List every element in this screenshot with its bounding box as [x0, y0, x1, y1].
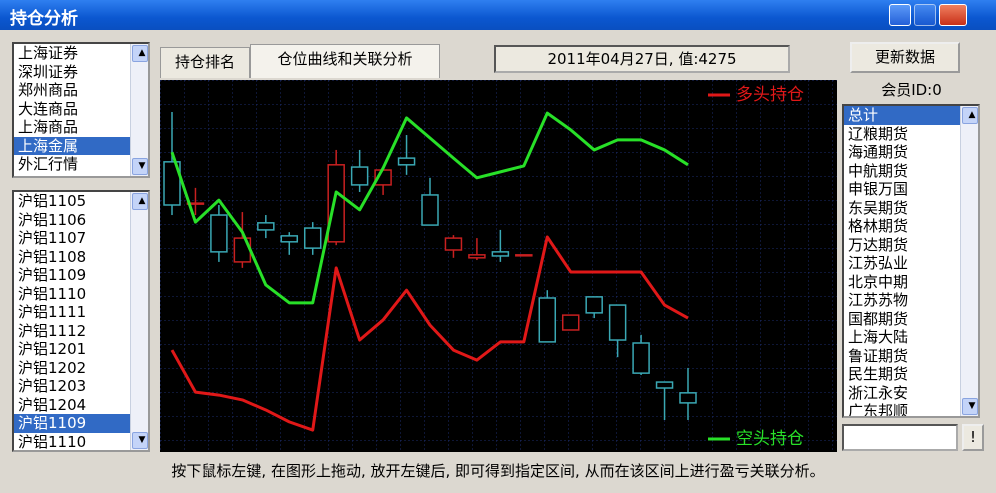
- scroll-down[interactable]: ▼: [962, 398, 978, 415]
- tab[interactable]: 持仓排名: [160, 47, 250, 78]
- tab[interactable]: 仓位曲线和关联分析: [250, 44, 440, 78]
- window-title: 持仓分析: [10, 9, 78, 29]
- list-item[interactable]: 郑州商品: [18, 81, 79, 99]
- candle-body: [444, 237, 463, 251]
- list-item[interactable]: 沪铝1105: [18, 192, 87, 210]
- candle-body: [280, 235, 299, 243]
- refresh-button[interactable]: 更新数据: [850, 42, 960, 73]
- list-item[interactable]: 大连商品: [18, 99, 79, 118]
- candle-body: [350, 166, 369, 186]
- candle-body: [186, 202, 205, 205]
- member-input[interactable]: [842, 424, 958, 451]
- list-item[interactable]: 上海证券: [18, 44, 79, 62]
- candle-body: [257, 222, 275, 231]
- candle-body: [421, 194, 439, 226]
- member-label: 会员ID:0: [881, 81, 942, 99]
- list-item[interactable]: 北京中期: [848, 272, 909, 291]
- grid: [160, 80, 837, 452]
- status-box: 2011年04月27日, 值:4275: [494, 45, 790, 73]
- candle-body: [303, 227, 322, 249]
- list-item[interactable]: 上海商品: [18, 118, 79, 136]
- close-button[interactable]: [939, 4, 967, 26]
- list-item[interactable]: 沪铝1204: [18, 395, 87, 414]
- list-item[interactable]: 辽粮期货: [848, 124, 909, 143]
- list-item[interactable]: 上海金属: [14, 136, 148, 155]
- list-item[interactable]: 海通期货: [848, 143, 909, 161]
- candle-body: [608, 304, 627, 341]
- candle-body: [515, 254, 533, 257]
- list-item[interactable]: 沪铝1107: [18, 229, 87, 247]
- list-item[interactable]: 沪铝1112: [18, 321, 87, 340]
- candle-body: [163, 161, 181, 206]
- list-item[interactable]: 沪铝1201: [18, 340, 87, 358]
- list-item[interactable]: 中航期货: [848, 161, 909, 180]
- list-item[interactable]: 深圳证券: [18, 62, 79, 81]
- list-item[interactable]: 格林期货: [848, 217, 909, 235]
- list-item[interactable]: 浙江永安: [848, 383, 909, 402]
- candle-body: [679, 392, 697, 404]
- candle-body: [561, 314, 580, 331]
- list-item[interactable]: 江苏弘业: [848, 254, 909, 272]
- member-list[interactable]: 总计 辽粮期货 海通期货 中航期货 申银万国 东吴期货 格林期货 万达期货 江苏弘业 北京中期 江苏…: [842, 104, 980, 418]
- legend-label: 多头持仓: [736, 85, 804, 105]
- scrollbar[interactable]: ▲ ▼: [130, 44, 148, 176]
- list-item[interactable]: 沪铝1109: [18, 266, 87, 284]
- list-item[interactable]: 沪铝1111: [18, 303, 87, 321]
- list-item[interactable]: 国都期货: [848, 309, 909, 328]
- candle-body: [585, 296, 603, 314]
- contract-list[interactable]: 沪铝1105 沪铝1106 沪铝1107 沪铝1108 沪铝1109 沪铝1110 沪铝11…: [12, 190, 150, 452]
- scroll-up[interactable]: ▲: [132, 193, 148, 210]
- list-item[interactable]: 沪铝1108: [18, 247, 87, 266]
- list-item[interactable]: 沪铝1110: [18, 284, 87, 303]
- maximize-button[interactable]: [914, 4, 936, 26]
- list-item[interactable]: 申银万国: [848, 180, 909, 198]
- scrollbar[interactable]: ▲ ▼: [130, 192, 148, 450]
- title-bar: 持仓分析: [0, 0, 996, 30]
- list-item[interactable]: 鲁证期货: [848, 346, 909, 365]
- series-line: [170, 111, 689, 305]
- list-item[interactable]: 沪铝1202: [18, 358, 87, 377]
- legend-label: 空头持仓: [736, 429, 804, 449]
- list-item[interactable]: 沪铝1110: [18, 432, 87, 451]
- candle-body: [468, 254, 486, 259]
- candle-body: [491, 251, 510, 257]
- list-item[interactable]: 万达期货: [848, 235, 909, 254]
- scroll-up[interactable]: ▲: [132, 45, 148, 62]
- candle-body: [397, 157, 416, 166]
- list-item[interactable]: 总计: [844, 106, 978, 125]
- hint: 按下鼠标左键, 在图形上拖动, 放开左键后, 即可得到指定区间, 从而在该区间上…: [171, 462, 825, 480]
- go-button[interactable]: !: [962, 424, 984, 451]
- list-item[interactable]: 江苏苏物: [848, 291, 909, 309]
- scroll-down[interactable]: ▼: [132, 432, 148, 449]
- list-item[interactable]: 上海大陆: [848, 328, 909, 346]
- scroll-down[interactable]: ▼: [132, 158, 148, 175]
- list-item[interactable]: 沪铝1203: [18, 377, 87, 395]
- series-line: [170, 235, 689, 432]
- list-item[interactable]: 广东邦顺: [848, 402, 909, 418]
- list-item[interactable]: 沪铝1109: [14, 414, 148, 433]
- market-list[interactable]: 上海证券 深圳证券 郑州商品 大连商品 上海商品 上海金属 外汇行情 ▲ ▼: [12, 42, 150, 178]
- list-item[interactable]: 沪铝1106: [18, 210, 87, 229]
- list-item[interactable]: 东吴期货: [848, 198, 909, 217]
- list-item[interactable]: 外汇行情: [18, 155, 79, 173]
- scroll-up[interactable]: ▲: [962, 107, 978, 124]
- candle-body: [632, 342, 650, 374]
- scrollbar[interactable]: ▲ ▼: [960, 106, 978, 416]
- candle-body: [655, 381, 674, 389]
- list-item[interactable]: 民生期货: [848, 365, 909, 383]
- candle-body: [327, 164, 345, 243]
- candle-body: [210, 214, 228, 253]
- candle-body: [538, 297, 557, 343]
- minimize-button[interactable]: [889, 4, 911, 26]
